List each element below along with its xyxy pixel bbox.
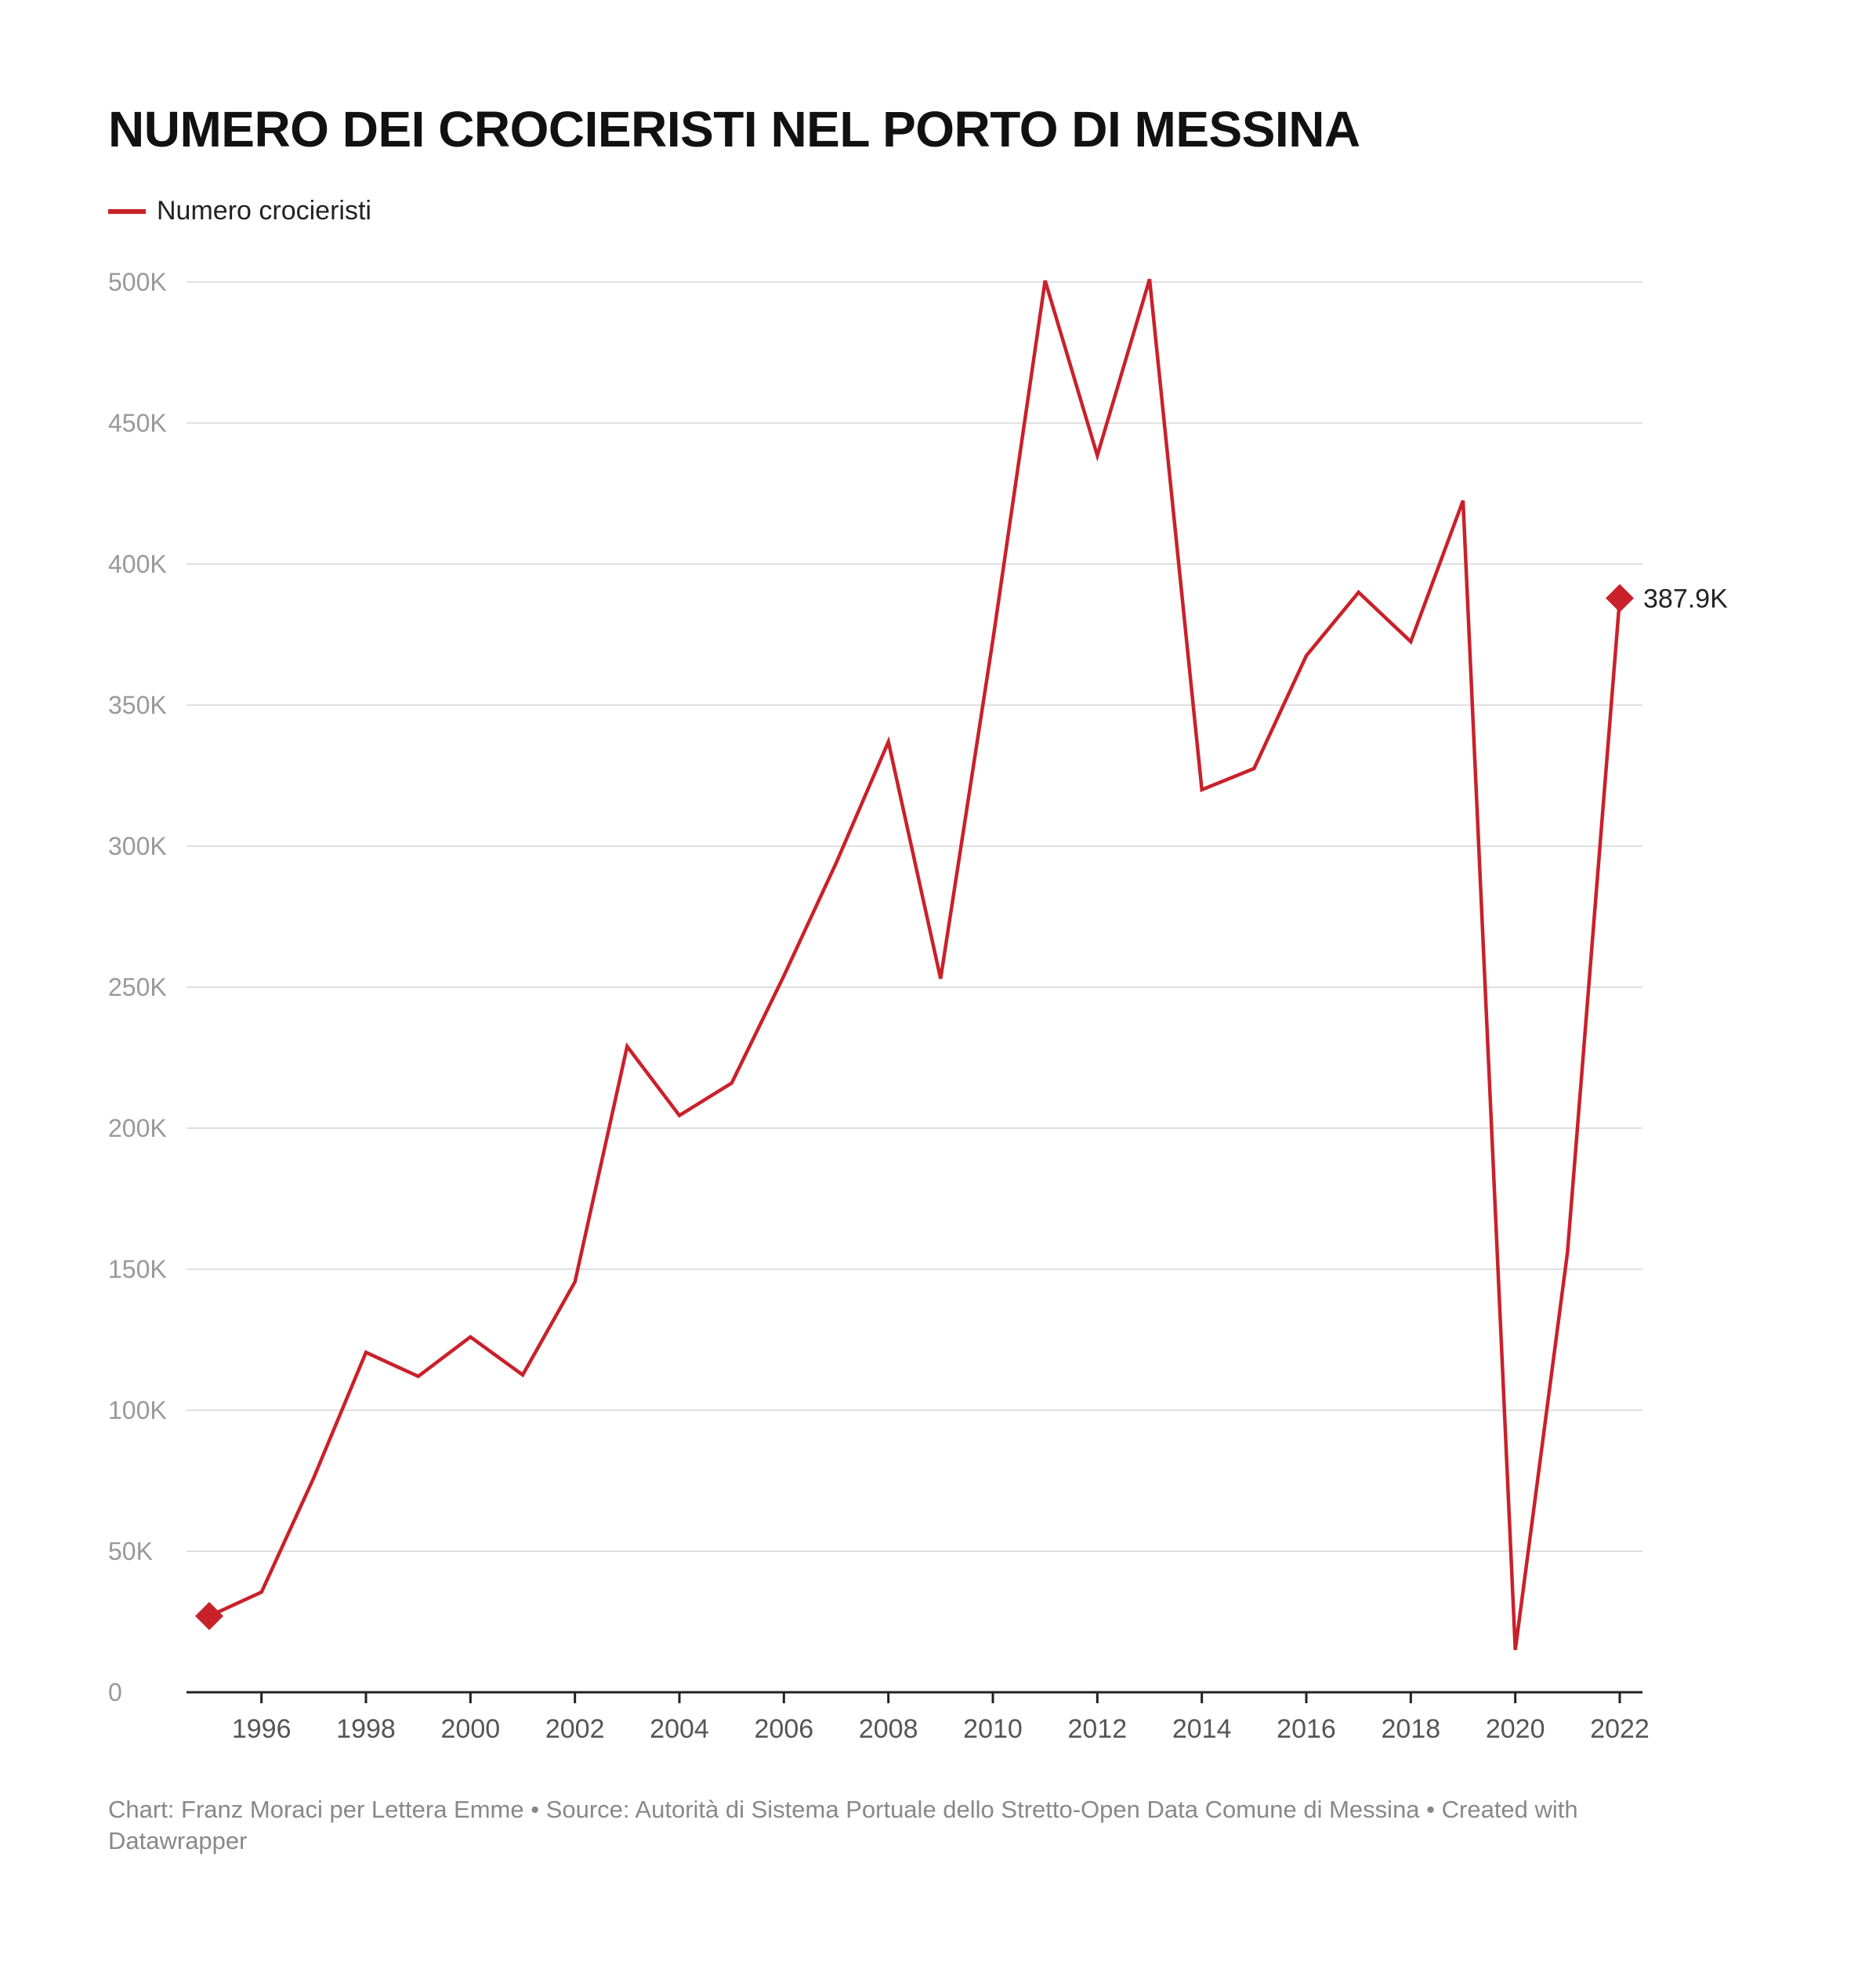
end-value-label: 387.9K [1643, 584, 1728, 614]
x-tick-label: 2000 [441, 1714, 501, 1744]
x-tick-label: 2006 [755, 1714, 814, 1744]
y-tick-label: 100K [108, 1396, 167, 1424]
x-tick-label: 2018 [1382, 1714, 1441, 1744]
y-axis-labels: 0 50K 100K 150K 200K 250K 300K 350K 400K 450K 500K [108, 268, 167, 1706]
y-tick-label: 150K [108, 1255, 167, 1283]
legend-swatch [108, 208, 146, 214]
legend-label: Numero crocieristi [157, 196, 371, 226]
x-tick-label: 2016 [1277, 1714, 1336, 1744]
x-tick-label: 2012 [1068, 1714, 1128, 1744]
x-tick-label: 2010 [963, 1714, 1023, 1744]
end-marker [1606, 584, 1634, 613]
legend: Numero crocieristi [108, 196, 371, 226]
y-tick-label: 450K [108, 409, 167, 437]
series-line [207, 278, 1622, 1651]
chart-footer: Chart: Franz Moraci per Lettera Emme • S… [108, 1796, 1578, 1854]
x-tick-label: 1996 [232, 1714, 292, 1744]
x-tick-label: 2022 [1590, 1714, 1650, 1744]
y-tick-label: 500K [108, 268, 167, 296]
y-tick-label: 400K [108, 550, 167, 578]
chart-title: NUMERO DEI CROCIERISTI NEL PORTO DI MESS… [108, 101, 1360, 157]
y-tick-label: 50K [108, 1537, 153, 1565]
x-tick-label: 2020 [1486, 1714, 1545, 1744]
x-axis: 1996 1998 2000 2002 2004 2006 2008 2010 2012 2014… [187, 1691, 1650, 1744]
x-tick-label: 2004 [650, 1714, 709, 1744]
y-tick-label: 300K [108, 832, 167, 860]
y-tick-label: 250K [108, 973, 167, 1001]
y-tick-label: 200K [108, 1114, 167, 1142]
y-tick-label: 0 [108, 1678, 122, 1706]
markers: 387.9K [195, 584, 1728, 1630]
start-marker [195, 1601, 223, 1630]
series-layer [207, 278, 1622, 1651]
x-tick-label: 1998 [336, 1714, 396, 1744]
x-tick-label: 2014 [1172, 1714, 1232, 1744]
y-tick-label: 350K [108, 691, 167, 719]
grid-lines [187, 281, 1642, 1552]
x-tick-label: 2002 [545, 1714, 605, 1744]
x-tick-label: 2008 [859, 1714, 918, 1744]
